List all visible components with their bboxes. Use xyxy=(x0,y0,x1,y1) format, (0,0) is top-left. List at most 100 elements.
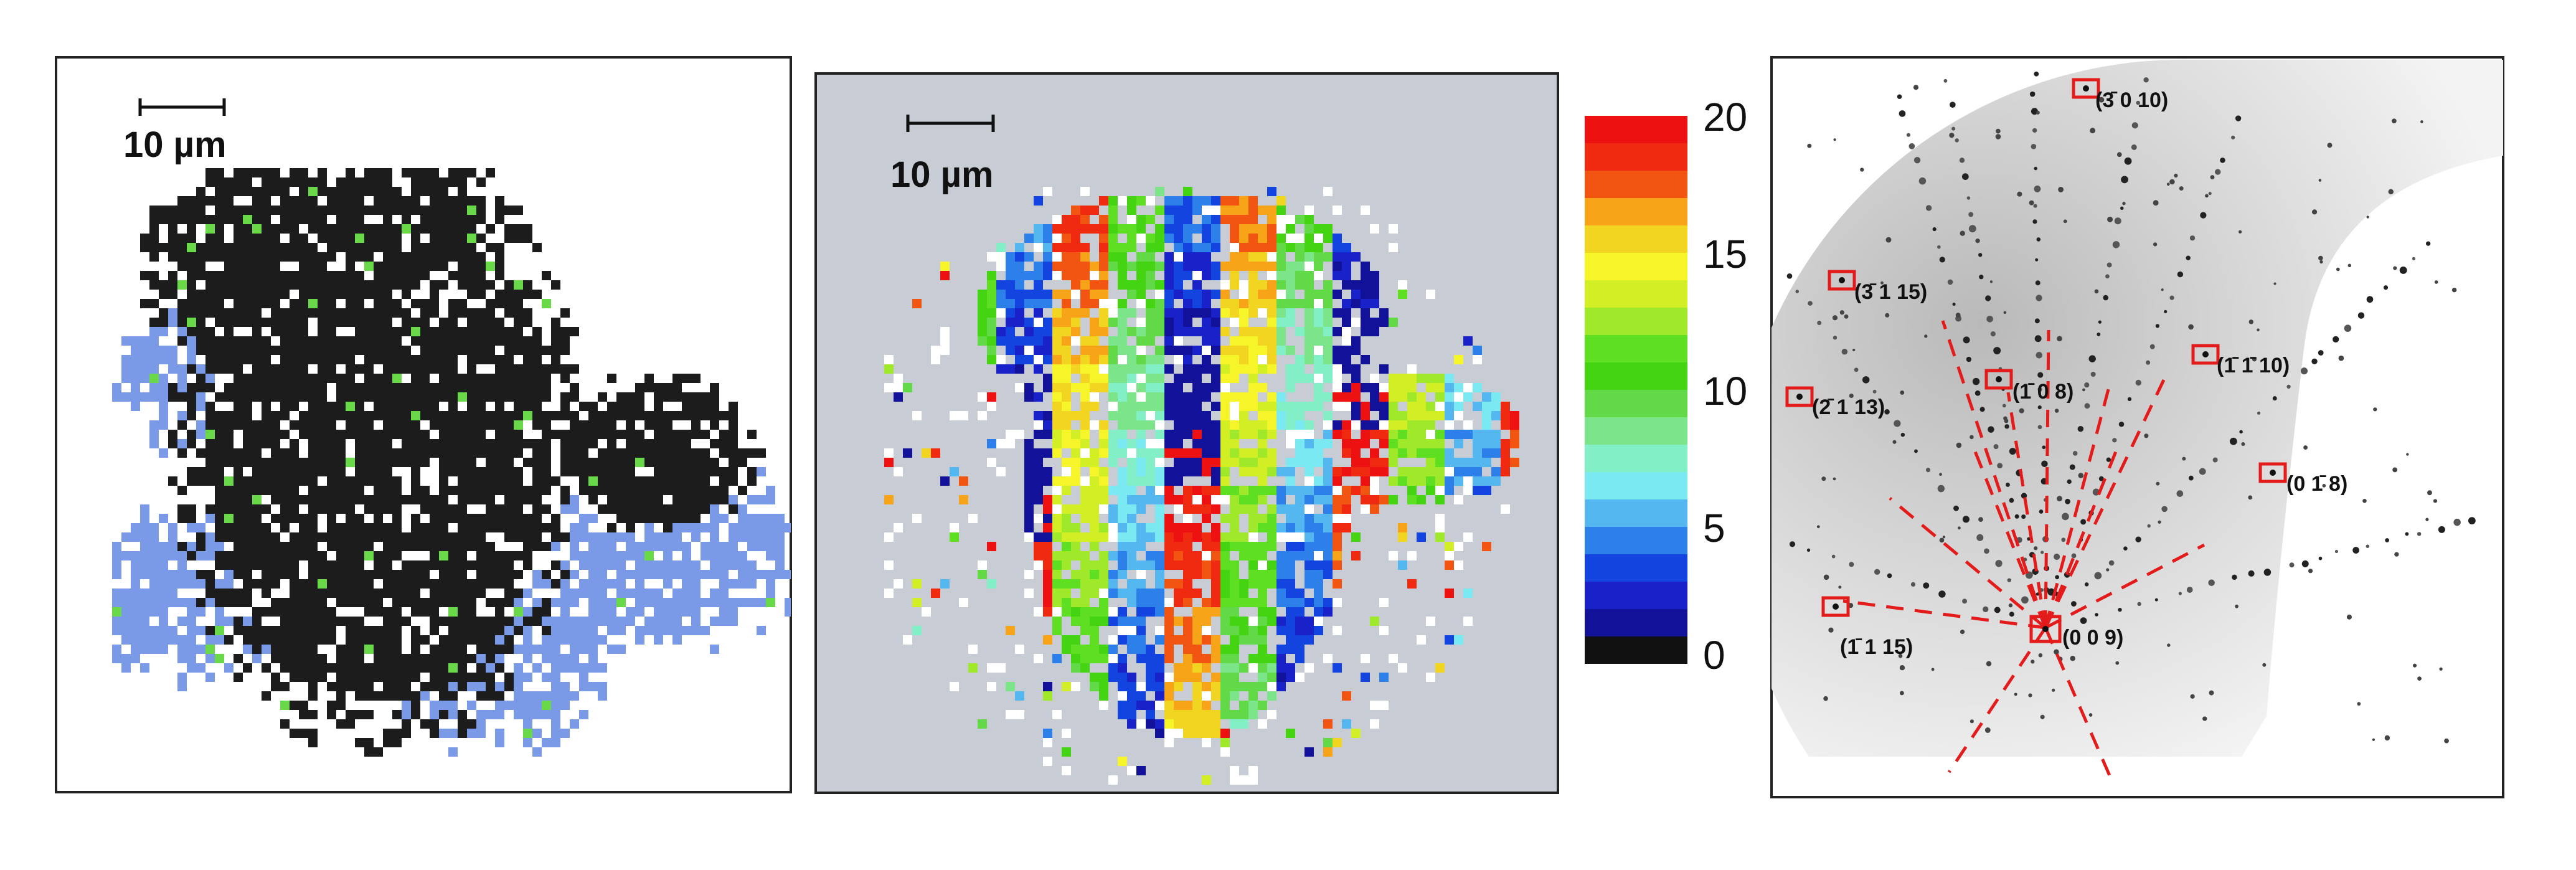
orientation-pixel xyxy=(978,560,987,570)
orientation-pixel xyxy=(1155,486,1164,495)
orientation-pixel xyxy=(1080,663,1090,673)
colorbar-tick-label: 0 xyxy=(1703,633,1725,678)
orientation-pixel xyxy=(1426,411,1435,420)
phase-pixel xyxy=(476,374,486,383)
phase-pixel xyxy=(177,448,187,458)
diffraction-spot xyxy=(2205,194,2209,198)
phase-pixel xyxy=(542,579,551,589)
phase-pixel xyxy=(504,448,514,458)
phase-pixel xyxy=(570,691,579,701)
phase-pixel xyxy=(224,420,234,430)
diffraction-spot xyxy=(2202,716,2207,721)
phase-pixel xyxy=(336,402,346,411)
phase-pixel xyxy=(299,532,308,542)
phase-pixel xyxy=(504,560,514,570)
phase-pixel xyxy=(579,617,588,626)
phase-pixel xyxy=(654,542,663,551)
phase-pixel xyxy=(439,364,448,374)
phase-pixel xyxy=(439,420,448,430)
orientation-pixel xyxy=(1323,607,1333,617)
orientation-pixel xyxy=(1389,383,1398,392)
phase-pixel xyxy=(280,215,290,224)
orientation-pixel xyxy=(1099,318,1108,327)
orientation-pixel xyxy=(1202,775,1211,785)
phase-pixel xyxy=(523,355,532,364)
phase-pixel xyxy=(280,411,290,420)
phase-pixel xyxy=(504,411,514,420)
orientation-pixel xyxy=(1118,682,1127,691)
orientation-pixel xyxy=(1183,224,1192,234)
phase-pixel xyxy=(243,430,252,439)
phase-pixel xyxy=(467,439,476,448)
orientation-pixel xyxy=(1230,234,1239,243)
orientation-pixel xyxy=(1398,290,1407,299)
orientation-pixel xyxy=(1146,532,1155,542)
phase-pixel xyxy=(486,411,495,420)
phase-pixel xyxy=(252,234,262,243)
phase-pixel xyxy=(196,523,205,532)
phase-pixel xyxy=(290,420,299,430)
orientation-pixel xyxy=(1258,252,1267,262)
phase-pixel xyxy=(234,551,243,560)
orientation-pixel xyxy=(1183,486,1192,495)
phase-pixel xyxy=(635,504,644,514)
phase-pixel xyxy=(607,495,616,504)
orientation-pixel xyxy=(1192,308,1202,318)
phase-pixel xyxy=(532,645,542,654)
phase-pixel xyxy=(112,560,121,570)
orientation-pixel xyxy=(1183,243,1192,252)
phase-pixel xyxy=(159,598,168,607)
phase-pixel xyxy=(439,187,448,196)
phase-pixel xyxy=(355,673,364,682)
orientation-pixel xyxy=(1192,532,1202,542)
diffraction-spot xyxy=(1823,574,1829,580)
phase-pixel xyxy=(486,645,495,654)
orientation-pixel xyxy=(1239,243,1248,252)
orientation-pixel xyxy=(1295,364,1305,374)
diffraction-spot xyxy=(1983,606,1989,613)
orientation-pixel xyxy=(1370,402,1379,411)
orientation-pixel xyxy=(1024,290,1034,299)
orientation-pixel xyxy=(1370,271,1379,280)
phase-pixel xyxy=(439,729,448,738)
orientation-pixel xyxy=(1043,299,1052,308)
phase-pixel xyxy=(280,402,290,411)
orientation-pixel xyxy=(1136,617,1146,626)
orientation-pixel xyxy=(1043,187,1052,196)
orientation-pixel xyxy=(1136,439,1146,448)
orientation-pixel xyxy=(1267,673,1276,682)
orientation-pixel xyxy=(1118,336,1127,346)
orientation-pixel xyxy=(1379,495,1389,504)
diffraction-spot xyxy=(2034,166,2037,171)
orientation-pixel xyxy=(1379,598,1389,607)
phase-map-pixels xyxy=(112,168,791,757)
phase-pixel xyxy=(392,374,402,383)
orientation-pixel xyxy=(987,252,996,262)
orientation-pixel xyxy=(1286,617,1295,626)
orientation-pixel xyxy=(1183,392,1192,402)
phase-pixel xyxy=(224,252,234,262)
zone-line xyxy=(1842,599,2046,630)
diffraction-spot xyxy=(1994,607,2001,613)
phase-pixel xyxy=(234,271,243,280)
phase-pixel xyxy=(336,224,346,234)
phase-pixel xyxy=(560,617,570,626)
orientation-pixel xyxy=(1295,458,1305,467)
phase-pixel xyxy=(729,448,738,458)
orientation-pixel xyxy=(894,523,903,532)
diffraction-spot xyxy=(2262,663,2267,667)
phase-pixel xyxy=(187,224,196,234)
phase-pixel xyxy=(420,187,430,196)
phase-pixel xyxy=(467,523,476,532)
orientation-pixel xyxy=(1127,523,1136,532)
phase-pixel xyxy=(439,336,448,346)
phase-pixel xyxy=(729,476,738,486)
phase-pixel xyxy=(243,589,252,598)
phase-pixel xyxy=(682,476,691,486)
phase-pixel xyxy=(598,476,607,486)
orientation-pixel xyxy=(1155,262,1164,271)
orientation-pixel xyxy=(1034,318,1043,327)
orientation-pixel xyxy=(1118,392,1127,402)
phase-pixel xyxy=(383,467,392,476)
